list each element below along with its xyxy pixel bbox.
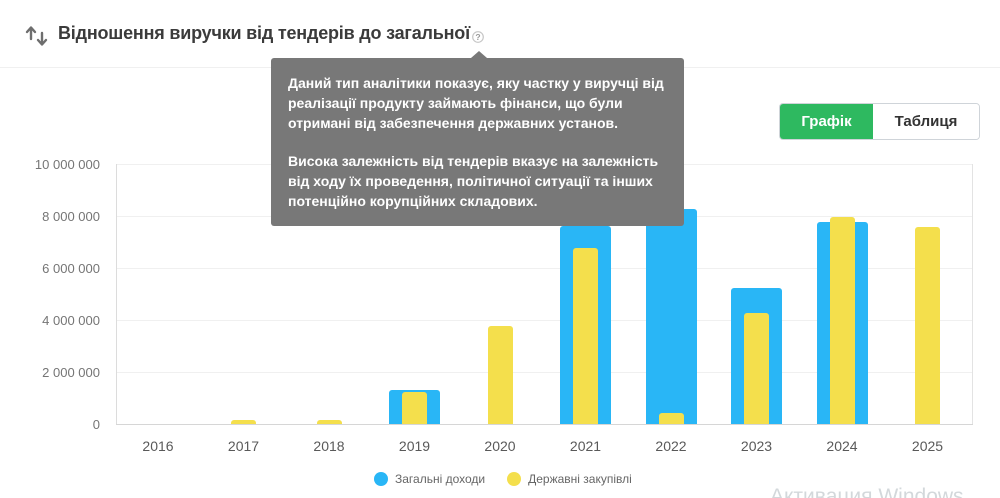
svg-text:?: ? [475,32,480,42]
